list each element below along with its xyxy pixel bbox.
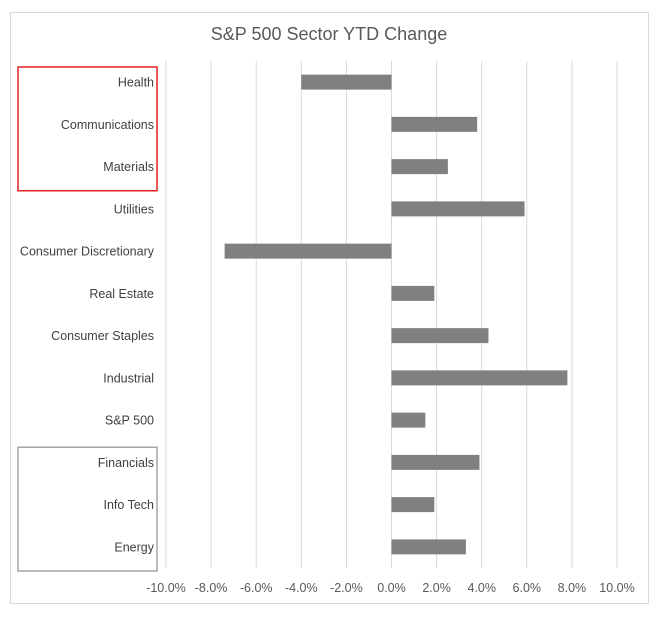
- category-label: Communications: [61, 118, 154, 132]
- category-label: Info Tech: [103, 498, 154, 512]
- category-label: Health: [118, 76, 154, 90]
- x-tick-label: -10.0%: [146, 581, 186, 595]
- category-label: Industrial: [103, 371, 154, 385]
- x-tick-label: -6.0%: [240, 581, 273, 595]
- x-tick-label: -4.0%: [285, 581, 318, 595]
- x-tick-label: 8.0%: [558, 581, 587, 595]
- bar: [301, 74, 392, 90]
- category-label: S&P 500: [105, 414, 154, 428]
- bar: [391, 285, 435, 301]
- bar: [391, 328, 489, 344]
- x-tick-label: 0.0%: [377, 581, 406, 595]
- bar: [391, 116, 478, 132]
- category-label: Materials: [103, 160, 154, 174]
- category-label: Financials: [98, 456, 154, 470]
- chart-frame: [10, 12, 649, 604]
- chart-title: S&P 500 Sector YTD Change: [211, 24, 447, 44]
- category-label: Real Estate: [89, 287, 154, 301]
- bar: [391, 370, 568, 386]
- category-label: Utilities: [114, 202, 154, 216]
- x-tick-label: 2.0%: [422, 581, 451, 595]
- bar: [391, 412, 426, 428]
- bar: [391, 454, 480, 470]
- category-label: Energy: [114, 540, 154, 554]
- category-label: Consumer Discretionary: [20, 245, 155, 259]
- x-tick-label: 6.0%: [513, 581, 542, 595]
- highlight-box: [17, 446, 158, 572]
- x-tick-label: -2.0%: [330, 581, 363, 595]
- category-label: Consumer Staples: [51, 329, 154, 343]
- x-tick-label: 10.0%: [599, 581, 634, 595]
- category-labels: Health Communications Materials Utilities Co…: [20, 76, 155, 555]
- bar: [391, 201, 525, 217]
- bar: [391, 497, 435, 513]
- highlight-boxes: [17, 66, 158, 572]
- grid-lines: [165, 61, 618, 568]
- bar: [391, 159, 448, 175]
- bars: [224, 74, 568, 555]
- x-tick-labels: -10.0% -8.0% -6.0% -4.0% -2.0% 0.0% 2.0% 4.0% 6.…: [146, 581, 635, 595]
- bar: [391, 539, 466, 555]
- bar: [224, 243, 392, 259]
- x-tick-label: -8.0%: [195, 581, 228, 595]
- x-tick-label: 4.0%: [467, 581, 496, 595]
- highlight-box: [17, 66, 158, 192]
